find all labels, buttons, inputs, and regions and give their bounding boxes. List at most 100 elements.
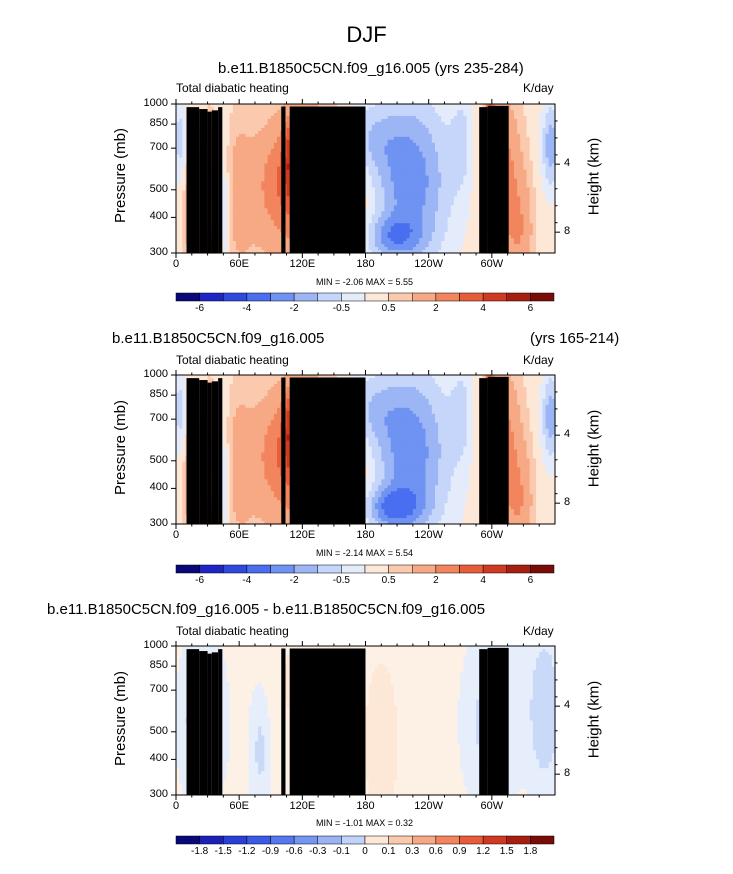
- field-cell: [226, 223, 231, 227]
- field-cell: [251, 166, 256, 171]
- field-cell: [280, 104, 284, 108]
- field-cell: [245, 235, 250, 239]
- field-cell: [236, 232, 240, 236]
- field-cell: [267, 175, 272, 180]
- field-cell: [264, 223, 269, 227]
- field-cell: [277, 187, 281, 192]
- field-cell: [229, 133, 234, 138]
- field-cell: [248, 217, 253, 221]
- field-cell: [273, 247, 278, 251]
- field-cell: [176, 106, 180, 111]
- field-cell: [277, 124, 281, 129]
- field-cell: [277, 154, 281, 159]
- field-cell: [229, 217, 234, 221]
- field-cell: [239, 109, 243, 114]
- field-cell: [368, 142, 373, 147]
- field-cell: [251, 205, 256, 209]
- field-cell: [267, 163, 272, 168]
- field-cell: [264, 115, 269, 120]
- field-cell: [229, 127, 234, 132]
- field-cell: [267, 238, 272, 242]
- field-cell: [248, 133, 253, 138]
- field-cell: [245, 187, 250, 192]
- field-cell: [232, 241, 237, 245]
- field-cell: [236, 118, 240, 123]
- field-cell: [258, 169, 262, 174]
- field-cell: [264, 151, 269, 156]
- colorbar-2-label: 6: [527, 575, 534, 586]
- field-cell: [248, 154, 253, 159]
- field-cell: [236, 133, 240, 138]
- field-cell: [286, 148, 291, 153]
- field-cell: [179, 142, 183, 147]
- field-cell: [182, 199, 187, 203]
- field-cell: [245, 106, 250, 111]
- field-cell: [261, 115, 266, 120]
- field-cell: [308, 104, 313, 108]
- field-cell: [223, 104, 228, 108]
- field-cell: [270, 109, 275, 114]
- field-cell: [245, 217, 250, 221]
- field-cell: [232, 184, 237, 189]
- field-cell: [182, 247, 187, 251]
- field-cell: [251, 232, 256, 236]
- field-cell: [273, 172, 278, 177]
- field-cell: [176, 241, 180, 245]
- colorbar-2-label: 4: [480, 575, 486, 586]
- field-cell: [254, 190, 259, 194]
- panel-3-variable-label: Total diabatic heating: [176, 624, 289, 638]
- field-cell: [371, 118, 376, 123]
- field-cell: [267, 178, 272, 183]
- field-cell: [273, 229, 278, 233]
- field-cell: [229, 175, 234, 180]
- field-cell: [207, 106, 212, 111]
- field-cell: [236, 163, 240, 168]
- field-cell: [267, 232, 272, 236]
- field-cell: [273, 238, 278, 242]
- field-cell: [239, 124, 243, 129]
- field-cell: [179, 169, 183, 174]
- field-cell: [261, 121, 266, 126]
- field-cell: [182, 211, 187, 215]
- field-cell: [182, 226, 187, 230]
- field-cell: [248, 157, 253, 162]
- field-cell: [264, 175, 269, 180]
- field-cell: [210, 106, 215, 111]
- field-cell: [267, 229, 272, 233]
- field-cell: [182, 232, 187, 236]
- field-cell: [258, 217, 262, 221]
- field-cell: [223, 142, 228, 147]
- field-cell: [232, 208, 237, 212]
- field-cell: [277, 133, 281, 138]
- field-cell: [179, 250, 183, 254]
- field-cell: [270, 220, 275, 224]
- field-cell: [251, 229, 256, 233]
- field-cell: [261, 187, 266, 192]
- field-cell: [273, 127, 278, 132]
- field-cell: [179, 175, 183, 180]
- field-cell: [229, 112, 234, 117]
- field-cell: [223, 205, 228, 209]
- field-cell: [236, 217, 240, 221]
- field-cell: [270, 160, 275, 165]
- field-cell: [368, 235, 373, 239]
- field-cell: [236, 112, 240, 117]
- field-cell: [232, 217, 237, 221]
- field-cell: [368, 169, 373, 174]
- field-cell: [254, 139, 259, 144]
- field-cell: [248, 169, 253, 174]
- field-cell: [258, 247, 262, 251]
- field-cell: [267, 223, 272, 227]
- field-cell: [277, 178, 281, 183]
- field-cell: [239, 193, 243, 197]
- field-cell: [251, 223, 256, 227]
- figure-title: DJF: [346, 22, 387, 47]
- field-cell: [182, 208, 187, 212]
- field-cell: [176, 163, 180, 168]
- field-cell: [368, 187, 373, 192]
- field-cell: [261, 151, 266, 156]
- field-cell: [270, 202, 275, 206]
- field-cell: [264, 187, 269, 192]
- field-cell: [371, 142, 376, 147]
- field-cell: [270, 211, 275, 215]
